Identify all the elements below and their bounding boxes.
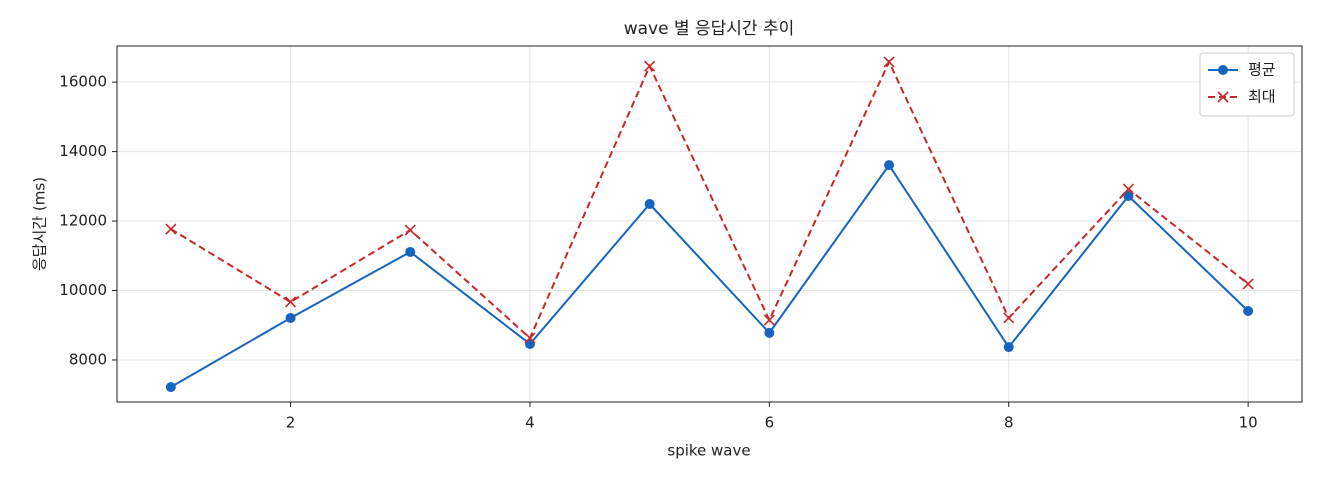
legend-label: 최대 — [1248, 88, 1276, 106]
point — [1123, 191, 1134, 202]
y-tick-label: 12000 — [59, 212, 107, 230]
series-line — [170, 59, 1249, 340]
point — [284, 296, 297, 308]
point — [404, 224, 416, 236]
point — [1003, 342, 1014, 353]
x-tick-label: 4 — [525, 414, 535, 432]
x-axis-label: spike wave — [667, 442, 750, 460]
y-axis-label: 응답시간 (ms) — [31, 177, 49, 271]
plot-frame — [116, 45, 1303, 403]
y-tick-label: 10000 — [59, 281, 107, 299]
point — [1122, 183, 1135, 195]
y-tick-label: 8000 — [69, 350, 107, 368]
point — [1242, 278, 1254, 290]
legend-marker — [1217, 91, 1229, 103]
x-tick-label: 8 — [1004, 414, 1014, 432]
point — [1003, 312, 1015, 324]
point — [1243, 306, 1254, 317]
point — [644, 199, 655, 210]
chart-title: wave 별 응답시간 추이 — [624, 19, 795, 39]
series-line — [170, 163, 1249, 388]
point — [165, 382, 176, 393]
x-tick-label: 2 — [286, 414, 296, 432]
point — [524, 332, 536, 344]
point — [165, 223, 177, 235]
point — [763, 314, 775, 326]
legend-box — [1199, 52, 1295, 117]
y-tick-label: 14000 — [59, 142, 107, 160]
point — [644, 60, 656, 72]
point — [764, 327, 775, 338]
x-tick-label: 6 — [765, 414, 775, 432]
x-tick-label: 10 — [1239, 414, 1258, 432]
point — [883, 56, 895, 68]
point — [285, 312, 296, 323]
point — [884, 160, 895, 171]
point — [405, 246, 416, 257]
legend-marker — [1218, 65, 1228, 75]
legend-label: 평균 — [1248, 61, 1276, 79]
y-tick-label: 16000 — [59, 73, 107, 91]
